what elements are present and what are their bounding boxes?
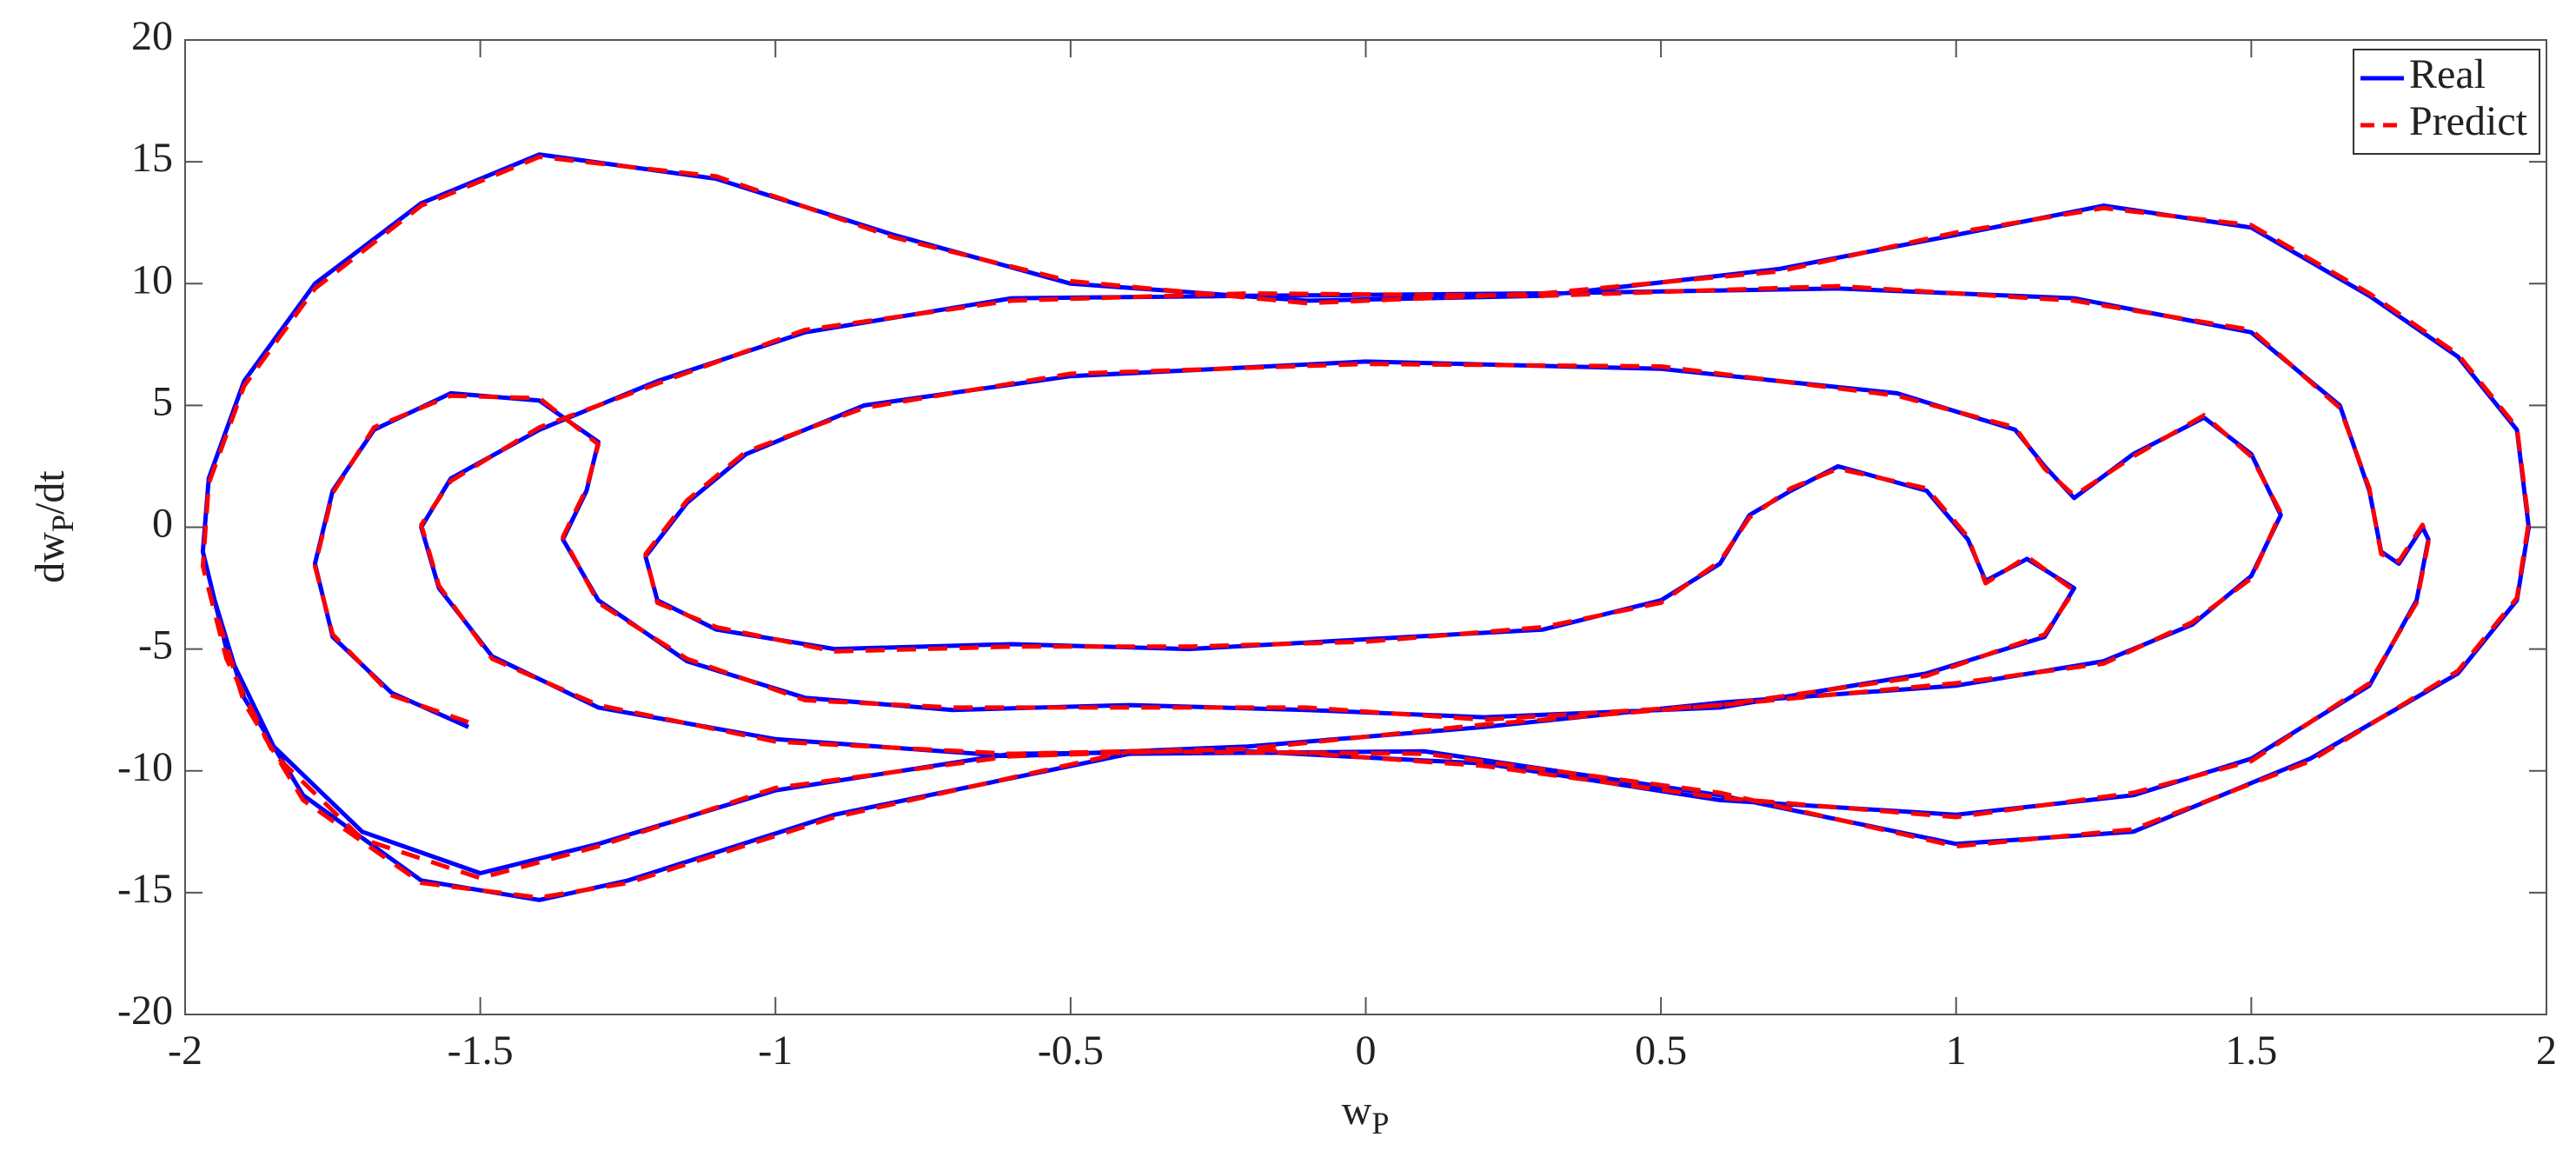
legend-label: Predict xyxy=(2409,98,2528,144)
y-tick-label: 15 xyxy=(131,135,173,181)
series-line xyxy=(200,155,2532,900)
y-label-rest: /dt xyxy=(27,470,73,515)
y-tick-label: -10 xyxy=(117,744,173,790)
y-tick-label: -5 xyxy=(138,622,173,668)
x-tick-label: 0 xyxy=(1356,1028,1377,1074)
y-axis-label: dwP/dt xyxy=(27,470,80,583)
x-tick-label: 1.5 xyxy=(2225,1028,2277,1074)
x-label-main: w xyxy=(1342,1088,1372,1134)
y-label-main: dw xyxy=(27,532,73,583)
x-label-sub: P xyxy=(1371,1106,1389,1141)
plot-area xyxy=(184,39,2547,1015)
x-tick-label: -1 xyxy=(758,1028,793,1074)
y-label-sub: P xyxy=(45,515,80,532)
x-tick-label: -2 xyxy=(168,1028,202,1074)
y-tick-label: 0 xyxy=(152,501,173,547)
y-tick-label: 10 xyxy=(131,256,173,303)
x-tick-label: 1 xyxy=(1946,1028,1967,1074)
y-tick-label: 5 xyxy=(152,378,173,424)
x-tick-label: -0.5 xyxy=(1038,1028,1104,1074)
legend-label: Real xyxy=(2409,51,2486,97)
x-axis-label: wP xyxy=(1342,1088,1390,1141)
x-tick-label: 0.5 xyxy=(1635,1028,1687,1074)
x-tick-label: 2 xyxy=(2536,1028,2557,1074)
legend-box xyxy=(2353,49,2540,155)
y-tick-label: -15 xyxy=(117,866,173,912)
y-tick-label: 20 xyxy=(131,13,173,59)
x-tick-label: -1.5 xyxy=(448,1028,514,1074)
y-tick-label: -20 xyxy=(117,988,173,1034)
